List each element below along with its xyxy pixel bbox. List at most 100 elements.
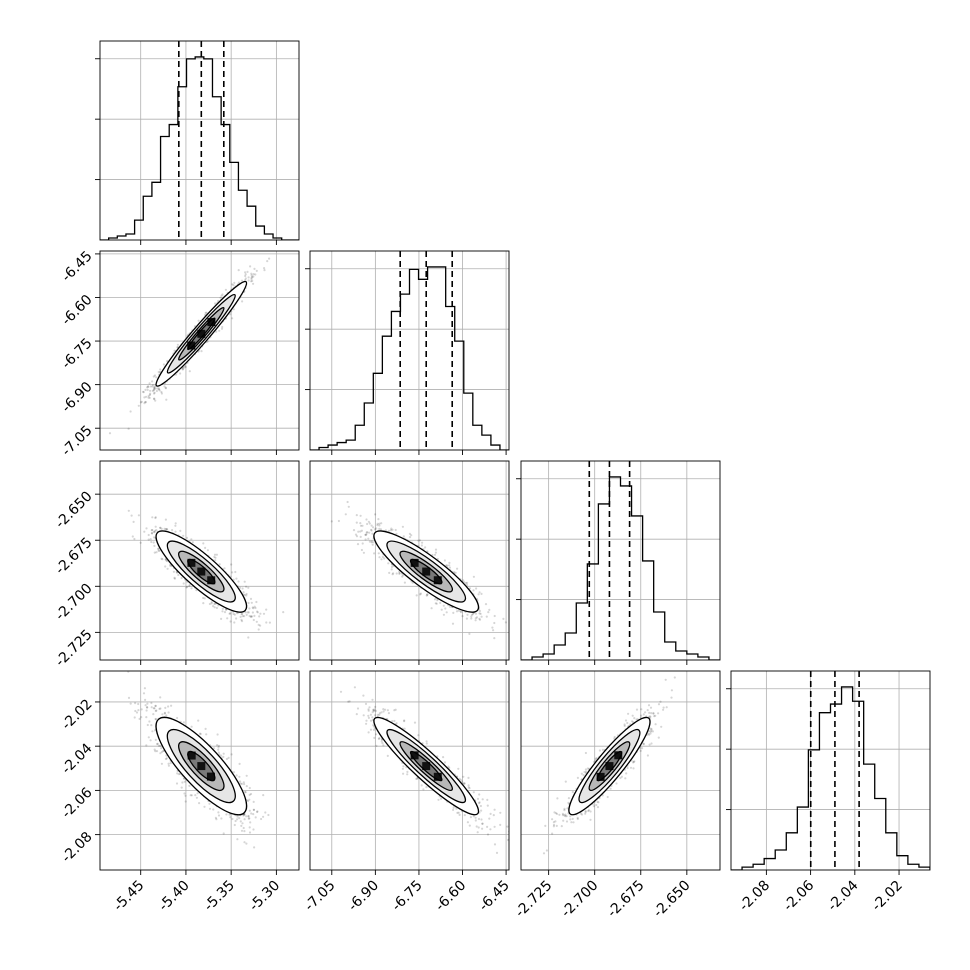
panel-1-0: -7.05-6.90-6.75-6.60-6.45 bbox=[59, 248, 300, 459]
sample-point bbox=[252, 813, 255, 816]
sample-point bbox=[371, 532, 374, 535]
sample-point bbox=[157, 370, 160, 374]
sample-point bbox=[247, 601, 250, 605]
sample-point bbox=[231, 317, 234, 320]
sample-point bbox=[182, 534, 185, 537]
sample-point bbox=[127, 427, 130, 430]
sample-point bbox=[157, 549, 160, 552]
sample-point bbox=[153, 397, 156, 400]
sample-point bbox=[359, 522, 362, 525]
sample-point bbox=[491, 626, 494, 629]
sample-point bbox=[233, 613, 236, 616]
sample-point bbox=[418, 539, 421, 542]
sample-point bbox=[488, 608, 491, 612]
panel-content bbox=[310, 461, 509, 660]
sample-point bbox=[248, 614, 251, 618]
sample-point bbox=[474, 619, 477, 622]
sample-point bbox=[214, 302, 217, 305]
sample-point bbox=[263, 267, 266, 270]
sample-point bbox=[180, 786, 183, 789]
panel-frame bbox=[520, 460, 721, 661]
sample-point bbox=[152, 541, 155, 544]
sample-point bbox=[478, 617, 481, 620]
sample-point bbox=[448, 566, 451, 569]
sample-point bbox=[137, 514, 140, 517]
panel-content bbox=[521, 461, 720, 660]
sample-point bbox=[365, 531, 368, 534]
sample-point bbox=[149, 739, 152, 742]
sample-point bbox=[160, 392, 163, 395]
sample-point bbox=[265, 621, 268, 624]
sample-point bbox=[360, 548, 363, 552]
sample-point bbox=[478, 612, 481, 615]
sample-point bbox=[377, 552, 380, 555]
sample-point bbox=[241, 615, 244, 618]
sample-point bbox=[446, 564, 449, 567]
sample-point bbox=[155, 389, 158, 393]
sample-point bbox=[370, 541, 373, 544]
sample-point bbox=[173, 577, 176, 580]
sample-point bbox=[213, 553, 217, 556]
sample-point bbox=[470, 613, 474, 616]
sample-point bbox=[220, 327, 224, 330]
sample-point bbox=[470, 617, 473, 620]
sample-point bbox=[251, 275, 254, 278]
sample-point bbox=[373, 528, 376, 531]
sample-point bbox=[140, 716, 143, 719]
sample-point bbox=[392, 572, 395, 575]
sample-point bbox=[156, 547, 160, 551]
sample-point bbox=[163, 711, 167, 715]
sample-point bbox=[182, 582, 185, 585]
sample-point bbox=[129, 410, 132, 413]
density-peak-cell bbox=[410, 558, 419, 567]
sample-point bbox=[160, 557, 163, 560]
sample-point bbox=[153, 729, 157, 732]
sample-point bbox=[152, 388, 156, 391]
sample-point bbox=[475, 616, 479, 619]
sample-point bbox=[130, 514, 133, 517]
sample-point bbox=[108, 432, 112, 435]
sample-point bbox=[146, 723, 149, 727]
sample-point bbox=[445, 611, 448, 614]
sample-point bbox=[147, 396, 150, 399]
sample-point bbox=[236, 838, 239, 841]
sample-point bbox=[163, 385, 166, 388]
sample-point bbox=[205, 311, 208, 314]
sample-point bbox=[502, 617, 505, 621]
sample-point bbox=[451, 622, 455, 625]
sample-point bbox=[472, 589, 475, 592]
sample-point bbox=[364, 533, 367, 537]
histogram-step-2 bbox=[521, 476, 720, 660]
sample-point bbox=[387, 562, 390, 565]
sample-point bbox=[259, 624, 262, 627]
sample-point bbox=[370, 528, 373, 531]
sample-point bbox=[164, 558, 167, 561]
sample-point bbox=[167, 764, 170, 767]
sample-point bbox=[245, 613, 248, 617]
sample-point bbox=[251, 279, 254, 282]
sample-point bbox=[248, 817, 251, 820]
sample-point bbox=[377, 518, 380, 521]
sample-point bbox=[219, 296, 222, 299]
sample-point bbox=[421, 541, 424, 544]
sample-point bbox=[462, 579, 465, 582]
sample-point bbox=[368, 540, 371, 543]
sample-point bbox=[143, 687, 146, 690]
sample-point bbox=[268, 257, 271, 260]
sample-point bbox=[164, 565, 167, 568]
sample-point bbox=[236, 815, 239, 818]
sample-point bbox=[181, 781, 184, 784]
sample-point bbox=[139, 401, 142, 404]
panel-0-0 bbox=[95, 40, 300, 245]
sample-point bbox=[475, 587, 478, 590]
sample-point bbox=[245, 785, 248, 788]
sample-point bbox=[365, 518, 368, 521]
sample-point bbox=[456, 567, 459, 570]
sample-point bbox=[448, 561, 451, 565]
sample-point bbox=[461, 615, 464, 618]
contour-line-0 bbox=[155, 280, 248, 387]
panel-frame bbox=[99, 460, 300, 661]
sample-point bbox=[225, 608, 228, 612]
sample-point bbox=[251, 611, 254, 614]
sample-point bbox=[452, 611, 455, 615]
